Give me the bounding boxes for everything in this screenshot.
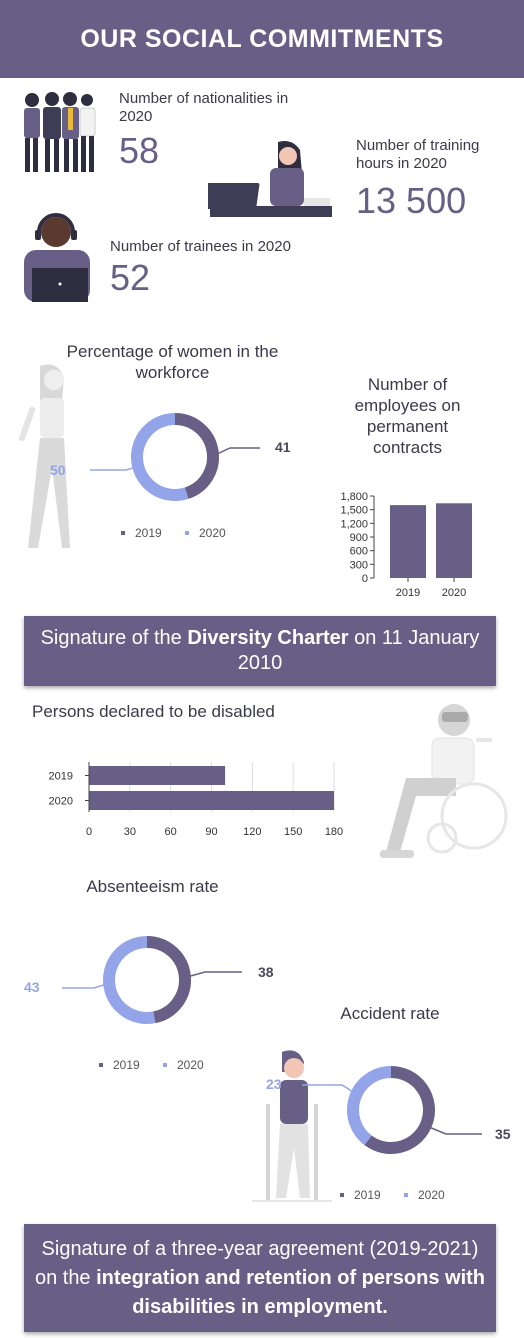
y-tick-label: 0 <box>362 573 368 585</box>
trainees-label: Number of trainees in 2020 <box>110 238 291 255</box>
legend-label-2019: 2019 <box>113 1058 140 1072</box>
crutches-person-icon <box>252 1050 332 1202</box>
agreement-banner-before: Signature of a three-year agreement (201… <box>34 1237 479 1289</box>
legend-marker-2020 <box>404 1193 408 1197</box>
absenteeism-donut-chart: 38 43 2019 2020 <box>24 936 274 1072</box>
legend-marker-2020 <box>163 1063 167 1067</box>
legend-label-2020: 2020 <box>199 526 226 540</box>
disabled-chart-title: Persons declared to be disabled <box>32 702 275 721</box>
diversity-banner-bold: Diversity Charter <box>187 627 349 649</box>
training-value: 13 500 <box>356 180 467 221</box>
page-title-text: OUR SOCIAL COMMITMENTS <box>80 24 444 53</box>
y-tick-label: 2020 <box>49 796 73 808</box>
absenteeism-chart-title: Absenteeism rate <box>86 877 219 896</box>
accident-chart-title: Accident rate <box>340 1004 440 1023</box>
disabled-bar-chart: 0 30 60 90 120 150 180 2019 2020 <box>49 762 343 838</box>
data-label-2020: 43 <box>24 979 40 995</box>
legend-marker-2019 <box>121 531 125 535</box>
diversity-banner-before: Signature of the <box>40 627 188 649</box>
y-tick-label: 900 <box>350 532 368 544</box>
agreement-banner-bold: integration and retention of persons wit… <box>96 1266 486 1318</box>
data-label-2020: 50 <box>50 462 66 478</box>
women-donut-chart: 41 50 2019 2020 <box>50 413 291 540</box>
training-label: Number of training hours in 2020 <box>356 137 480 172</box>
x-tick-label: 120 <box>243 826 261 838</box>
team-illustration-icon <box>24 92 96 172</box>
x-tick-label: 0 <box>86 826 92 838</box>
x-tick-label: 2020 <box>442 587 466 599</box>
x-tick-label: 60 <box>165 826 177 838</box>
donut-slice-2019 <box>146 936 191 1024</box>
donut-slice-2020 <box>131 413 189 501</box>
nationalities-label: Number of nationalities in 2020 <box>119 90 289 125</box>
trainees-value: 52 <box>110 257 151 298</box>
data-label-2019: 41 <box>275 439 291 455</box>
bar-2020 <box>89 791 334 810</box>
bar-2020 <box>436 503 472 578</box>
x-tick-label: 180 <box>325 826 343 838</box>
legend-label-2019: 2019 <box>354 1188 381 1202</box>
data-label-2020: 23 <box>266 1076 282 1092</box>
y-tick-label: 2019 <box>49 771 73 783</box>
donut-slice-2019 <box>364 1066 435 1154</box>
leader-line-2019 <box>428 1126 482 1135</box>
bar-2019 <box>390 505 426 578</box>
agreement-banner: Signature of a three-year agreement (201… <box>24 1224 496 1332</box>
permanent-chart-title: Number of employees on permanent contrac… <box>354 375 461 457</box>
diversity-charter-text: Signature of the Diversity Charter on 11… <box>24 626 496 676</box>
woman-at-laptop-icon <box>208 141 332 217</box>
bar-2019 <box>89 766 226 785</box>
donut-slice-2020 <box>103 936 156 1024</box>
leader-line-2020 <box>90 465 141 471</box>
x-tick-label: 90 <box>205 826 217 838</box>
page-title: OUR SOCIAL COMMITMENTS <box>0 0 524 78</box>
legend-label-2019: 2019 <box>135 526 162 540</box>
trainee-headset-icon <box>24 213 90 302</box>
leader-line-2019 <box>186 971 242 978</box>
x-tick-label: 2019 <box>396 587 420 599</box>
diversity-banner-after: on 11 January 2010 <box>237 627 480 674</box>
y-tick-label: 1,500 <box>340 505 368 517</box>
x-tick-label: 30 <box>124 826 136 838</box>
leader-line-2020 <box>62 982 111 989</box>
legend-label-2020: 2020 <box>418 1188 445 1202</box>
data-label-2019: 35 <box>495 1126 511 1142</box>
y-tick-label: 300 <box>350 559 368 571</box>
legend-marker-2019 <box>99 1063 103 1067</box>
standing-woman-icon <box>18 364 70 548</box>
wheelchair-user-icon <box>380 704 508 858</box>
donut-slice-2019 <box>174 413 219 499</box>
x-tick-label: 150 <box>284 826 302 838</box>
accident-donut-chart: 35 23 2019 2020 <box>266 1066 511 1202</box>
donut-slice-2020 <box>347 1066 392 1146</box>
data-label-2019: 38 <box>258 964 274 980</box>
nationalities-value: 58 <box>119 130 160 171</box>
women-chart-title: Percentage of women in the workforce <box>66 342 279 382</box>
leader-line-2020 <box>302 1084 359 1096</box>
legend-marker-2020 <box>185 531 189 535</box>
agreement-text: Signature of a three-year agreement (201… <box>24 1235 496 1322</box>
leader-line-2019 <box>214 447 260 456</box>
y-tick-label: 600 <box>350 546 368 558</box>
legend-label-2020: 2020 <box>177 1058 204 1072</box>
y-tick-label: 1,200 <box>340 518 368 530</box>
y-tick-label: 1,800 <box>340 491 368 503</box>
legend-marker-2019 <box>340 1193 344 1197</box>
diversity-charter-banner: Signature of the Diversity Charter on 11… <box>24 616 496 686</box>
